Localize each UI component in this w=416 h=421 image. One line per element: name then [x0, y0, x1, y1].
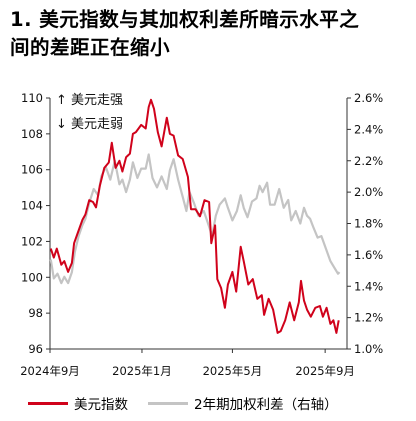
series-line-dxy: [49, 98, 340, 334]
y-right-tick-label: 2.4%: [354, 122, 383, 136]
y-right-tick-label: 1.6%: [354, 248, 383, 262]
y-right-tick-label: 1.2%: [354, 311, 383, 325]
x-tick-label: 2025年5月: [203, 364, 263, 378]
annotation-weak: ↓ 美元走弱: [56, 117, 123, 132]
legend-label-spread: 2年期加权利差（右轴）: [194, 397, 338, 413]
y-left-tick-label: 96: [28, 342, 43, 356]
chart-title-line1: 1. 美元指数与其加权利差所暗示水平之: [10, 8, 360, 31]
y-right-tick-label: 1.4%: [354, 279, 383, 293]
chart-annotations: ↑ 美元走强 ↓ 美元走弱: [56, 93, 123, 132]
y-right-tick-label: 2.2%: [354, 154, 383, 168]
y-left-tick-label: 102: [21, 234, 43, 248]
legend-label-dxy: 美元指数: [74, 397, 128, 413]
chart-axes: 96 98 100 102 104 106 108 110 1.0% 1.2% 1.4% 1.6% 1.…: [20, 91, 383, 378]
chart-series: [49, 98, 341, 334]
y-left-tick-label: 100: [21, 270, 43, 284]
series-line-spread: [49, 153, 341, 285]
legend-swatch-dxy: [28, 401, 68, 405]
y-right-tick-label: 1.8%: [354, 217, 383, 231]
y-right-tick-label: 1.0%: [354, 342, 383, 356]
y-left-tick-label: 104: [21, 199, 43, 213]
x-tick-label: 2025年1月: [112, 364, 172, 378]
x-tick-label: 2025年9月: [295, 364, 355, 378]
y-right-tick-label: 2.6%: [354, 91, 383, 105]
chart-legend: 美元指数 2年期加权利差（右轴）: [28, 392, 358, 414]
y-left-tick-label: 98: [28, 306, 43, 320]
legend-item-dxy: 美元指数: [28, 393, 128, 413]
y-left-tick-label: 108: [21, 127, 43, 141]
legend-item-spread: 2年期加权利差（右轴）: [148, 393, 338, 413]
annotation-strong: ↑ 美元走强: [56, 93, 123, 108]
x-tick-label: 2024年9月: [20, 364, 80, 378]
chart-title-line2: 间的差距正在缩小: [10, 36, 171, 59]
y-left-tick-label: 110: [21, 91, 43, 105]
y-left-tick-label: 106: [21, 163, 43, 177]
legend-swatch-spread: [148, 401, 188, 405]
chart-title: 1. 美元指数与其加权利差所暗示水平之 间的差距正在缩小: [10, 6, 406, 62]
line-chart: 96 98 100 102 104 106 108 110 1.0% 1.2% 1.4% 1.6% 1.…: [20, 91, 383, 378]
y-right-tick-label: 2.0%: [354, 185, 383, 199]
